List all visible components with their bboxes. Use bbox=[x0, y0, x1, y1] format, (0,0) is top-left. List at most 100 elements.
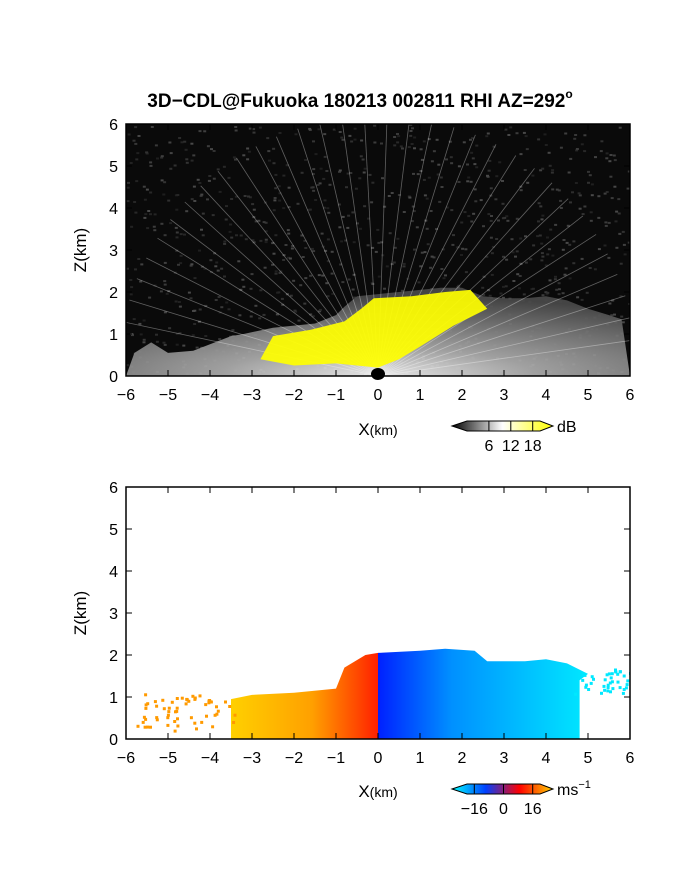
noise-pixel bbox=[134, 126, 138, 129]
noise-pixel bbox=[576, 296, 580, 299]
noise-pixel bbox=[499, 292, 503, 295]
noise-pixel bbox=[297, 319, 301, 322]
noise-pixel bbox=[169, 152, 173, 155]
noise-pixel bbox=[474, 200, 478, 203]
noise-pixel bbox=[212, 177, 216, 180]
noise-pixel bbox=[515, 217, 519, 220]
noise-pixel bbox=[609, 154, 613, 156]
noise-pixel bbox=[129, 293, 133, 296]
noise-pixel bbox=[217, 296, 221, 298]
noise-pixel bbox=[515, 132, 519, 135]
noise-pixel bbox=[267, 150, 271, 153]
noise-pixel bbox=[242, 154, 246, 157]
noise-pixel bbox=[531, 287, 535, 290]
noise-pixel bbox=[258, 126, 262, 129]
noise-pixel bbox=[460, 254, 463, 256]
velocity-speck bbox=[176, 717, 179, 721]
noise-pixel bbox=[192, 154, 196, 157]
noise-pixel bbox=[234, 195, 238, 198]
noise-pixel bbox=[300, 234, 304, 237]
velocity-speck bbox=[136, 724, 140, 728]
noise-pixel bbox=[321, 245, 325, 248]
noise-pixel bbox=[175, 343, 179, 346]
noise-pixel bbox=[380, 142, 383, 145]
noise-pixel bbox=[519, 189, 523, 192]
intensity-colorbar: 6 12 18 dB bbox=[450, 419, 577, 455]
velocity-speck bbox=[146, 725, 150, 729]
velocity-speck bbox=[185, 697, 189, 701]
noise-pixel bbox=[439, 176, 443, 179]
noise-pixel bbox=[546, 253, 550, 256]
noise-pixel bbox=[160, 155, 164, 158]
noise-pixel bbox=[220, 267, 224, 270]
velocity-speck bbox=[211, 725, 215, 729]
noise-pixel bbox=[337, 203, 341, 206]
noise-pixel bbox=[146, 227, 150, 230]
noise-pixel bbox=[470, 220, 474, 223]
noise-pixel bbox=[457, 181, 461, 183]
noise-pixel bbox=[304, 159, 308, 161]
noise-pixel bbox=[353, 127, 357, 130]
velocity-speck bbox=[603, 678, 607, 682]
noise-pixel bbox=[541, 294, 545, 297]
velocity-speck bbox=[621, 691, 625, 695]
noise-pixel bbox=[502, 255, 505, 258]
noise-pixel bbox=[392, 261, 396, 264]
noise-pixel bbox=[248, 127, 252, 130]
velocity-y-tick-label: 2 bbox=[109, 648, 118, 665]
noise-pixel bbox=[397, 194, 401, 196]
intensity-y-tick-label: 6 bbox=[109, 117, 118, 134]
noise-pixel bbox=[140, 263, 144, 266]
noise-pixel bbox=[413, 248, 416, 251]
noise-pixel bbox=[409, 130, 413, 132]
noise-pixel bbox=[308, 127, 312, 130]
noise-pixel bbox=[142, 319, 146, 322]
noise-pixel bbox=[310, 247, 314, 250]
noise-pixel bbox=[451, 243, 455, 246]
noise-pixel bbox=[247, 195, 250, 198]
noise-pixel bbox=[376, 228, 380, 231]
intensity-x-tick-label: −1 bbox=[327, 387, 345, 404]
velocity-speck bbox=[616, 680, 620, 684]
noise-pixel bbox=[137, 135, 141, 137]
velocity-speck bbox=[146, 702, 150, 706]
noise-pixel bbox=[285, 293, 289, 296]
noise-pixel bbox=[358, 177, 362, 180]
noise-pixel bbox=[457, 246, 461, 249]
noise-pixel bbox=[411, 127, 414, 130]
noise-pixel bbox=[489, 236, 493, 239]
noise-pixel bbox=[366, 244, 370, 247]
noise-pixel bbox=[580, 298, 584, 301]
velocity-colorbar: −16 0 16 ms−1 bbox=[450, 779, 591, 818]
noise-pixel bbox=[252, 216, 256, 219]
noise-pixel bbox=[441, 248, 445, 251]
noise-pixel bbox=[495, 238, 499, 240]
velocity-speck bbox=[166, 716, 170, 720]
noise-pixel bbox=[338, 170, 341, 173]
noise-pixel bbox=[274, 173, 278, 176]
noise-pixel bbox=[250, 273, 254, 276]
noise-pixel bbox=[540, 218, 544, 221]
noise-pixel bbox=[304, 247, 308, 249]
noise-pixel bbox=[136, 152, 140, 155]
noise-pixel bbox=[599, 150, 603, 153]
noise-pixel bbox=[551, 254, 555, 257]
noise-pixel bbox=[182, 344, 186, 347]
noise-pixel bbox=[373, 141, 377, 144]
velocity-speck bbox=[215, 705, 218, 709]
noise-pixel bbox=[580, 143, 584, 146]
noise-pixel bbox=[199, 195, 203, 197]
noise-pixel bbox=[388, 232, 392, 235]
noise-pixel bbox=[222, 165, 226, 168]
noise-pixel bbox=[238, 314, 242, 317]
noise-pixel bbox=[492, 145, 496, 148]
noise-pixel bbox=[526, 181, 530, 184]
noise-pixel bbox=[325, 170, 329, 172]
noise-pixel bbox=[352, 273, 356, 276]
noise-pixel bbox=[280, 297, 284, 300]
noise-pixel bbox=[249, 287, 253, 290]
noise-pixel bbox=[490, 252, 494, 255]
velocity-speck bbox=[224, 700, 227, 704]
noise-pixel bbox=[349, 172, 353, 174]
